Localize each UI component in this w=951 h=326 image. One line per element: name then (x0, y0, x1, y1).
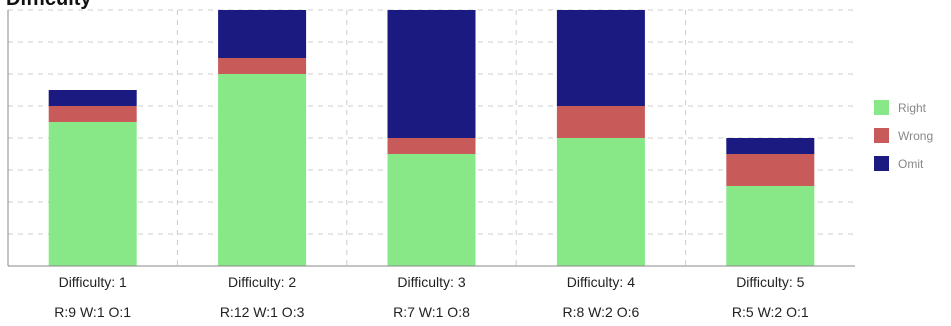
bar-omit-3 (387, 10, 476, 138)
bar-omit-1 (48, 90, 137, 106)
x-axis-labels: Difficulty: 1 R:9 W:1 O:1 Difficulty: 2 R:1… (54, 274, 809, 320)
bar-right-1 (48, 122, 137, 266)
bar-right-3 (387, 154, 476, 266)
bar-right-4 (556, 138, 645, 266)
x-tick-label: Difficulty: 3 (397, 274, 465, 290)
bar-omit-4 (556, 10, 645, 106)
bar-right-5 (726, 186, 815, 266)
legend-label-right: Right (898, 101, 927, 115)
bar-wrong-5 (726, 154, 815, 186)
bar-omit-5 (726, 138, 815, 154)
axes (7, 10, 855, 267)
bar-wrong-2 (218, 58, 307, 74)
bars (48, 10, 815, 266)
chart-title: Difficulty (6, 0, 92, 11)
x-tick-label: Difficulty: 2 (228, 274, 296, 290)
bar-wrong-3 (387, 138, 476, 154)
x-tick-label: Difficulty: 5 (736, 274, 804, 290)
bar-wrong-4 (556, 106, 645, 138)
legend: Right Wrong Omit (874, 100, 933, 171)
legend-swatch-omit (874, 156, 889, 171)
bar-right-2 (218, 74, 307, 266)
legend-label-omit: Omit (898, 157, 924, 171)
legend-swatch-right (874, 100, 889, 115)
x-tick-sublabel: R:5 W:2 O:1 (732, 304, 809, 320)
x-tick-label: Difficulty: 4 (567, 274, 635, 290)
legend-swatch-wrong (874, 128, 889, 143)
x-tick-sublabel: R:7 W:1 O:8 (393, 304, 470, 320)
x-tick-label: Difficulty: 1 (59, 274, 127, 290)
bar-wrong-1 (48, 106, 137, 122)
x-tick-sublabel: R:9 W:1 O:1 (54, 304, 131, 320)
legend-label-wrong: Wrong (898, 129, 933, 143)
x-tick-sublabel: R:12 W:1 O:3 (220, 304, 305, 320)
x-tick-sublabel: R:8 W:2 O:6 (563, 304, 640, 320)
bar-omit-2 (218, 10, 307, 58)
